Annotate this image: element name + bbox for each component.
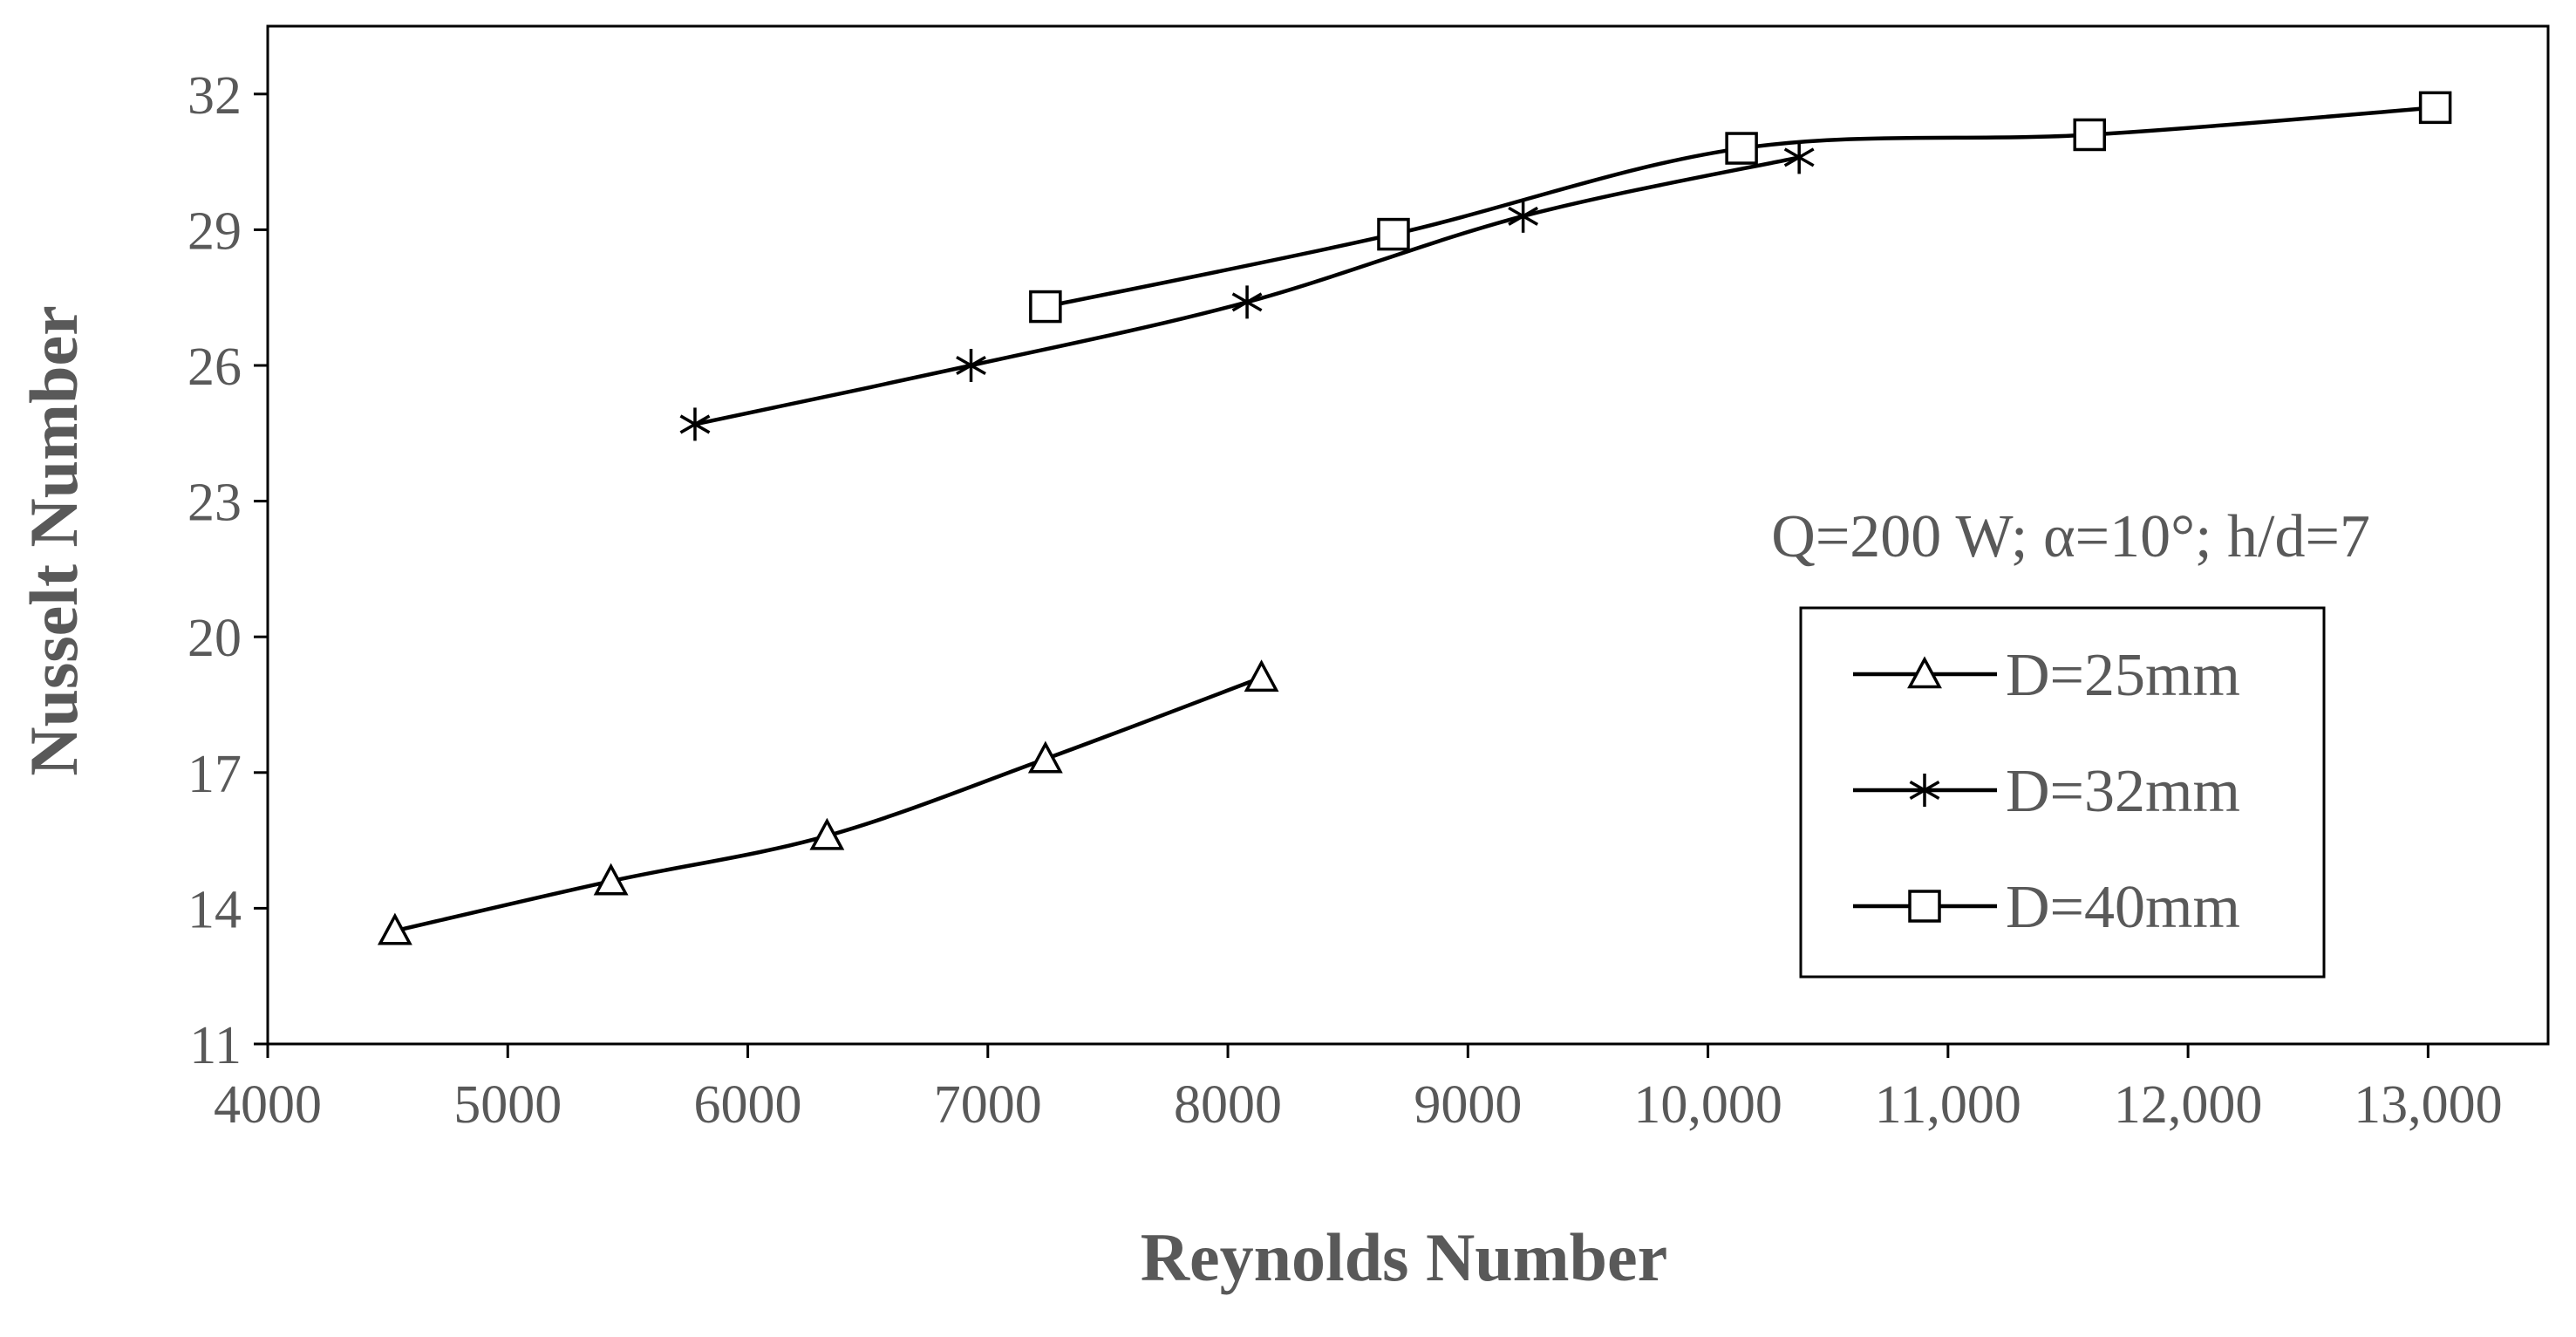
legend-entries: D=25mm D=32mm D=40mm [1853,642,2240,941]
legend-marker-d-25mm [1907,656,1942,689]
legend-marker-d-40mm-shape [1908,890,1941,923]
data-point-d-32mm-4-stroke [1508,206,1539,226]
data-point-d-25mm-2 [593,863,629,896]
y-tick-label: 17 [187,745,242,804]
x-tick-label: 13,000 [2354,1075,2503,1135]
y-tick-label: 32 [187,66,242,126]
data-point-d-40mm-2-shape [1377,217,1410,251]
x-axis-ticks: 4000 5000 6000 7000 8000 9000 10,000 11,000 12,0… [214,1044,2503,1135]
x-tick-label: 5000 [453,1075,562,1135]
data-point-d-32mm-2-stroke [956,355,986,376]
data-point-d-25mm-4 [1027,740,1063,774]
data-point-d-32mm-1 [679,407,711,441]
data-point-d-32mm-5-stroke [1783,147,1815,167]
x-tick-label: 9000 [1414,1075,1522,1135]
data-point-d-25mm-3-shape [809,817,845,850]
legend-marker-d-32mm [1909,774,1940,807]
x-axis-title: Reynolds Number [1141,1219,1668,1295]
data-point-d-25mm-1-shape [377,912,412,945]
x-tick-label: 12,000 [2114,1075,2263,1135]
data-point-d-40mm-4 [2073,118,2106,152]
y-tick-label: 26 [187,338,242,397]
data-point-d-32mm-5 [1783,140,1815,174]
legend-marker-d-25mm-shape [1907,656,1942,689]
data-point-d-40mm-5-shape [2418,91,2452,125]
x-tick-label: 11,000 [1875,1075,2021,1135]
data-point-d-25mm-3 [809,817,845,850]
data-point-d-40mm-1 [1029,290,1062,324]
data-point-d-40mm-2 [1377,217,1410,251]
x-tick-label: 6000 [694,1075,802,1135]
data-point-d-32mm-2 [956,349,986,382]
data-point-d-25mm-2-shape [593,863,629,896]
legend-marker-d-32mm-stroke [1909,780,1940,801]
data-point-d-32mm-3-stroke [1231,292,1263,312]
legend-label-d-25mm: D=25mm [2006,642,2240,709]
plot-frame [266,24,2550,1046]
conditions-annotation: Q=200 W; α=10°; h/d=7 [1771,503,2370,570]
y-tick-label: 23 [187,474,242,533]
y-axis-title: Nusselt Number [16,305,92,776]
y-axis-ticks: 11 14 17 20 23 26 29 32 [187,66,268,1075]
y-tick-label: 29 [187,201,242,261]
data-point-d-32mm-3 [1231,285,1263,319]
data-point-d-32mm-4 [1508,199,1539,233]
legend-box [1799,606,2326,979]
legend: D=25mm D=32mm D=40mm [1799,606,2326,979]
data-point-d-40mm-1-shape [1029,290,1062,324]
data-point-d-40mm-3 [1725,132,1758,165]
y-tick-label: 14 [187,880,242,939]
data-point-d-25mm-4-shape [1027,740,1063,774]
series-line-d-25mm [394,675,1263,933]
x-tick-label: 4000 [214,1075,322,1135]
data-point-d-40mm-5 [2418,91,2452,125]
data-point-d-32mm-1-stroke [679,414,711,434]
data-point-d-40mm-3-shape [1725,132,1758,165]
data-point-d-25mm-1 [377,912,412,945]
y-tick-label: 11 [189,1016,242,1075]
series-layer [377,91,2452,945]
legend-label-d-32mm: D=32mm [2006,758,2240,825]
data-point-d-40mm-4-shape [2073,118,2106,152]
legend-label-d-40mm: D=40mm [2006,874,2240,941]
x-tick-label: 7000 [934,1075,1042,1135]
legend-marker-d-40mm [1908,890,1941,923]
data-point-d-25mm-5-shape [1244,659,1279,692]
x-tick-label: 8000 [1174,1075,1282,1135]
x-tick-label: 10,000 [1633,1075,1782,1135]
data-point-d-25mm-5 [1244,659,1279,692]
y-tick-label: 20 [187,609,242,668]
